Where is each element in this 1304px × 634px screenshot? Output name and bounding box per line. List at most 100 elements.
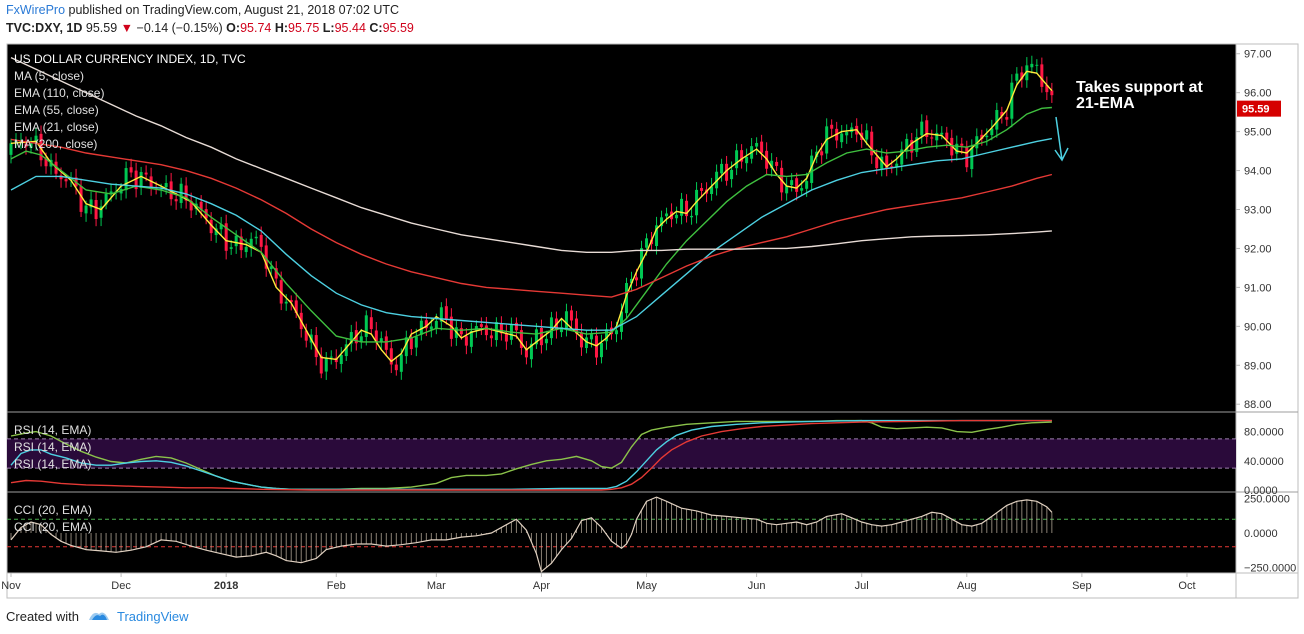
published-text: published on TradingView.com, August 21,…: [68, 3, 400, 17]
candle-body: [745, 156, 749, 164]
time-tick-label: Jul: [855, 580, 869, 592]
last-price-badge: [1237, 100, 1281, 117]
candle-body: [444, 306, 448, 319]
candle-body: [434, 320, 438, 329]
price-tick-label: 92.00: [1244, 243, 1272, 255]
chart-frame: [6, 43, 1299, 599]
candle-body: [374, 330, 378, 342]
footer: Created with TradingView: [6, 608, 189, 625]
candle-body: [259, 234, 263, 247]
candle-body: [389, 348, 393, 365]
candle-body: [800, 188, 804, 191]
candle-body: [840, 133, 844, 143]
candle-body: [584, 337, 588, 349]
candle-body: [99, 206, 103, 218]
candle-body: [124, 168, 128, 191]
candle-body: [244, 246, 248, 253]
publish-line: FxWirePro published on TradingView.com, …: [6, 3, 399, 17]
open-value: 95.74: [240, 21, 272, 35]
candle-body: [459, 328, 463, 335]
candle-body: [409, 337, 413, 350]
legend-entry: MA (5, close): [14, 69, 84, 83]
candle-body: [785, 185, 789, 194]
candle-body: [935, 132, 939, 141]
candle-body: [44, 158, 48, 167]
down-triangle-icon: ▼: [120, 21, 134, 35]
candle-body: [930, 137, 934, 139]
candle-body: [534, 329, 538, 345]
candle-body: [720, 163, 724, 174]
legend-entry: EMA (55, close): [14, 103, 99, 117]
price-tick-label: 96.00: [1244, 88, 1272, 100]
candle-body: [294, 300, 298, 314]
candle-body: [675, 214, 679, 219]
candle-body: [464, 336, 468, 346]
rsi-line: [10, 419, 1052, 490]
candle-body: [474, 326, 478, 331]
candle-body: [870, 131, 874, 156]
candle-body: [284, 301, 288, 304]
candle-body: [359, 336, 363, 343]
candle-body: [1015, 73, 1019, 81]
candle-body: [274, 268, 278, 279]
candle-body: [795, 178, 799, 192]
candle-body: [559, 327, 563, 333]
ohlc-line: TVC:DXY, 1D 95.59 ▼ −0.14 (−0.15%) O:95.…: [6, 21, 414, 35]
candle-body: [514, 322, 518, 331]
candle-body: [760, 141, 764, 153]
candle-body: [735, 150, 739, 169]
candle-body: [229, 247, 233, 249]
candle-body: [109, 191, 113, 194]
candle-body: [890, 166, 894, 168]
author-link[interactable]: FxWirePro: [6, 3, 66, 17]
candle-body: [770, 160, 774, 169]
time-tick-label: Oct: [1178, 580, 1195, 592]
candle-body: [419, 320, 423, 335]
time-tick-label: May: [636, 580, 657, 592]
candle-body: [1025, 65, 1029, 81]
cci-legend: CCI (20, EMA): [14, 520, 92, 534]
candle-body: [985, 135, 989, 138]
candle-body: [865, 130, 869, 140]
candle-body: [955, 143, 959, 154]
candle-body: [34, 135, 38, 143]
candle-body: [524, 349, 528, 358]
candle-body: [685, 200, 689, 217]
rsi-legend: RSI (14, EMA): [14, 440, 91, 454]
candle-body: [755, 142, 759, 147]
candle-body: [970, 147, 974, 170]
candle-body: [364, 315, 368, 337]
candle-body: [820, 151, 824, 156]
candle-body: [830, 124, 834, 129]
high-label: H:: [274, 21, 289, 35]
candle-body: [529, 343, 533, 360]
rsi-band: [7, 438, 1236, 469]
candle-body: [960, 143, 964, 146]
candle-body: [79, 186, 83, 212]
annotation-text: 21-EMA: [1076, 95, 1135, 112]
candle-body: [1040, 64, 1044, 87]
candle-body: [479, 324, 483, 327]
candle-body: [59, 175, 63, 180]
series-line: [10, 137, 1053, 331]
candle-body: [344, 344, 348, 357]
candle-body: [660, 217, 664, 227]
candle-body: [499, 323, 503, 334]
candle-body: [134, 170, 138, 190]
price-tick-label: 89.00: [1244, 360, 1272, 372]
candle-body: [680, 198, 684, 216]
candle-body: [349, 332, 353, 344]
candle-body: [39, 133, 43, 161]
candle-body: [620, 311, 623, 332]
tradingview-link[interactable]: TradingView: [116, 609, 189, 624]
candle-body: [224, 223, 228, 251]
candle-body: [489, 335, 493, 339]
candle-body: [604, 329, 608, 342]
candle-body: [439, 307, 443, 322]
candle-body: [995, 110, 999, 130]
candle-body: [905, 138, 909, 152]
candle-body: [174, 199, 178, 202]
candle-body: [569, 310, 573, 321]
cci-tick-label: 250.0000: [1244, 494, 1290, 506]
